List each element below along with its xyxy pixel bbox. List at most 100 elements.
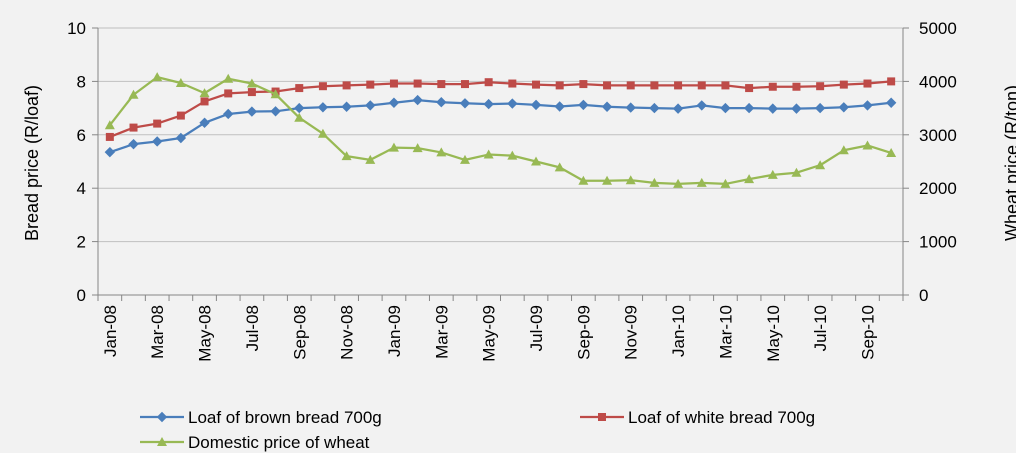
data-point	[365, 100, 376, 111]
data-point	[792, 82, 801, 91]
data-point	[745, 84, 754, 93]
data-point	[104, 146, 116, 158]
data-point	[104, 120, 115, 130]
data-point	[649, 102, 660, 114]
x-tick-label: Mar-08	[148, 305, 167, 359]
data-point	[388, 142, 399, 152]
x-tick-label: Sep-09	[574, 305, 593, 360]
data-point	[673, 178, 684, 188]
x-tick-label: Nov-08	[338, 305, 357, 360]
data-point	[578, 175, 589, 185]
data-point	[294, 112, 305, 122]
data-point	[649, 177, 660, 187]
data-point	[887, 77, 896, 86]
data-point	[650, 81, 659, 90]
data-point	[507, 150, 518, 160]
y-tick-label: 8	[77, 72, 86, 91]
data-point	[555, 81, 564, 90]
x-tick-label: Jan-10	[669, 305, 688, 357]
data-point	[579, 80, 588, 89]
data-point	[791, 167, 802, 177]
data-point	[768, 82, 777, 91]
data-point	[483, 98, 494, 110]
data-point	[436, 97, 447, 108]
x-tick-label: Jan-09	[385, 305, 404, 357]
data-point	[246, 106, 258, 117]
data-point	[696, 177, 707, 187]
data-point	[885, 97, 897, 108]
legend-swatch-marker	[598, 413, 606, 421]
x-tick-label: Jul-08	[243, 305, 262, 351]
data-point	[744, 174, 755, 184]
data-point	[270, 106, 281, 117]
x-tick-label: Nov-09	[622, 305, 641, 360]
data-point	[176, 111, 185, 120]
legend-swatch-marker	[156, 411, 168, 423]
y2-tick-label: 1000	[919, 233, 957, 252]
data-point	[815, 160, 826, 170]
data-point	[459, 98, 471, 109]
data-point	[153, 119, 162, 128]
data-point	[128, 89, 139, 99]
data-point	[460, 80, 469, 89]
data-point	[603, 81, 612, 90]
data-point	[483, 149, 494, 159]
data-point	[246, 78, 257, 88]
data-point	[530, 99, 542, 111]
x-tick-label: Jul-10	[811, 305, 830, 351]
data-point	[223, 73, 234, 83]
data-point	[697, 81, 706, 90]
series-line	[109, 98, 892, 154]
data-point	[838, 102, 850, 113]
legend-item: Loaf of white bread 700g	[580, 408, 815, 427]
data-point	[388, 97, 400, 108]
data-point	[839, 80, 848, 89]
x-tick-label: Mar-09	[432, 305, 451, 359]
data-point	[270, 89, 281, 99]
data-point	[105, 132, 114, 141]
data-point	[531, 156, 542, 166]
data-point	[532, 80, 541, 89]
data-point	[128, 138, 139, 150]
x-tick-label: Mar-10	[716, 305, 735, 359]
y2-tick-label: 3000	[919, 126, 957, 145]
data-point	[862, 140, 873, 150]
data-point	[175, 78, 186, 88]
x-tick-label: Jul-09	[527, 305, 546, 351]
data-point	[554, 162, 565, 172]
y2-tick-label: 2000	[919, 179, 957, 198]
y2-tick-label: 0	[919, 286, 928, 305]
x-tick-label: Sep-08	[290, 305, 309, 360]
data-point	[886, 147, 897, 157]
data-point	[175, 132, 187, 144]
legend: Loaf of brown bread 700g Loaf of white br…	[140, 408, 815, 452]
data-point	[199, 117, 210, 128]
data-point	[625, 102, 636, 113]
data-point	[129, 123, 138, 132]
data-point	[366, 80, 375, 89]
y-tick-label: 10	[67, 19, 86, 38]
data-point	[696, 100, 707, 111]
data-point	[412, 143, 423, 153]
data-point	[674, 81, 683, 90]
data-point	[601, 101, 613, 112]
x-tick-label: Sep-10	[858, 305, 877, 360]
y-tick-label: 6	[77, 126, 86, 145]
data-point	[720, 102, 731, 114]
legend-item: Loaf of brown bread 700g	[140, 408, 382, 427]
data-point	[816, 82, 825, 91]
data-point	[295, 84, 304, 93]
data-point	[436, 147, 447, 157]
data-point	[318, 82, 327, 91]
y-tick-label: 4	[77, 179, 86, 198]
data-point	[721, 81, 730, 90]
data-point	[342, 81, 351, 90]
data-point	[814, 102, 826, 114]
series-line	[109, 80, 892, 138]
data-point	[554, 101, 565, 112]
data-point	[223, 108, 234, 120]
axes	[92, 27, 909, 301]
data-point	[317, 102, 329, 113]
legend-item: Domestic price of wheat	[140, 433, 370, 452]
